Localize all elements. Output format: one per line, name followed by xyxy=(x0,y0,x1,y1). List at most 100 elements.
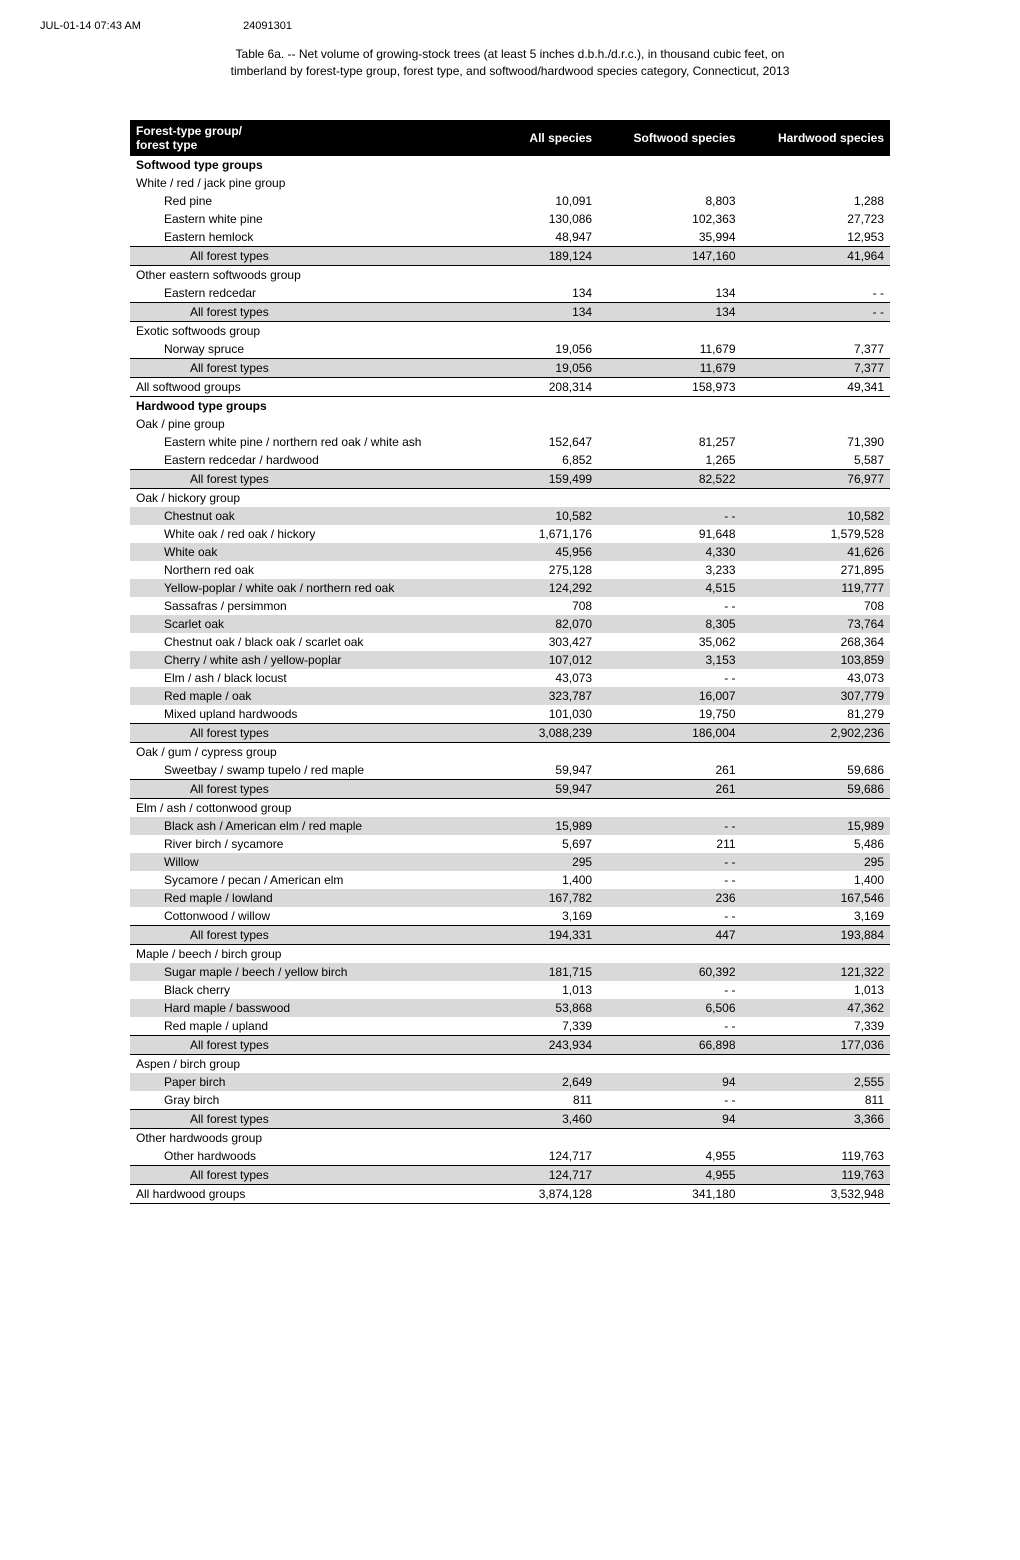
cell-value: - - xyxy=(598,871,741,889)
cell-value: 27,723 xyxy=(742,210,890,228)
table-row: Eastern white pine / northern red oak / … xyxy=(130,433,890,451)
cell-value: 15,989 xyxy=(504,817,598,835)
cell-value: 811 xyxy=(742,1091,890,1110)
table-row: Chestnut oak / black oak / scarlet oak30… xyxy=(130,633,890,651)
cell-value: 49,341 xyxy=(742,377,890,396)
cell-value: 1,400 xyxy=(742,871,890,889)
table-row: Eastern white pine130,086102,36327,723 xyxy=(130,210,890,228)
table-row: Black cherry1,013- -1,013 xyxy=(130,981,890,999)
table-row: Oak / gum / cypress group xyxy=(130,742,890,761)
cell-value: 94 xyxy=(598,1109,741,1128)
cell-value: 341,180 xyxy=(598,1184,741,1203)
table-row: Chestnut oak10,582- -10,582 xyxy=(130,507,890,525)
item-label: Willow xyxy=(130,853,504,871)
cell-value: 1,013 xyxy=(504,981,598,999)
item-label: Eastern white pine / northern red oak / … xyxy=(130,433,504,451)
table-row: All hardwood groups3,874,128341,1803,532… xyxy=(130,1184,890,1203)
cell-value: 101,030 xyxy=(504,705,598,724)
cell-value: 159,499 xyxy=(504,469,598,488)
item-label: Black cherry xyxy=(130,981,504,999)
cell-value xyxy=(742,396,890,415)
cell-value: 48,947 xyxy=(504,228,598,247)
table-row: Yellow-poplar / white oak / northern red… xyxy=(130,579,890,597)
total-label: All forest types xyxy=(130,779,504,798)
cell-value xyxy=(598,1128,741,1147)
table-row: Cherry / white ash / yellow-poplar107,01… xyxy=(130,651,890,669)
cell-value: 3,460 xyxy=(504,1109,598,1128)
table-row: Gray birch811- -811 xyxy=(130,1091,890,1110)
col-hardwood: Hardwood species xyxy=(742,120,890,156)
item-label: White oak xyxy=(130,543,504,561)
cell-value xyxy=(504,415,598,433)
table-row: Red maple / oak323,78716,007307,779 xyxy=(130,687,890,705)
cell-value: 12,953 xyxy=(742,228,890,247)
cell-value: - - xyxy=(598,817,741,835)
cell-value xyxy=(742,321,890,340)
cell-value xyxy=(742,265,890,284)
table-row: Mixed upland hardwoods101,03019,75081,27… xyxy=(130,705,890,724)
table-row: Cottonwood / willow3,169- -3,169 xyxy=(130,907,890,926)
cell-value: 194,331 xyxy=(504,925,598,944)
table-row: White oak45,9564,33041,626 xyxy=(130,543,890,561)
cell-value: 41,964 xyxy=(742,246,890,265)
item-label: White oak / red oak / hickory xyxy=(130,525,504,543)
cell-value xyxy=(504,1128,598,1147)
cell-value: 10,091 xyxy=(504,192,598,210)
cell-value: 35,062 xyxy=(598,633,741,651)
item-label: Black ash / American elm / red maple xyxy=(130,817,504,835)
group-label: Other eastern softwoods group xyxy=(130,265,504,284)
cell-value xyxy=(742,798,890,817)
cell-value: 119,777 xyxy=(742,579,890,597)
item-label: Red maple / upland xyxy=(130,1017,504,1036)
cell-value: 43,073 xyxy=(504,669,598,687)
cell-value: 1,671,176 xyxy=(504,525,598,543)
cell-value xyxy=(742,488,890,507)
table-row: Elm / ash / black locust43,073- -43,073 xyxy=(130,669,890,687)
cell-value: 59,686 xyxy=(742,779,890,798)
cell-value: 261 xyxy=(598,779,741,798)
total-label: All forest types xyxy=(130,925,504,944)
table-row: All forest types124,7174,955119,763 xyxy=(130,1165,890,1184)
group-label: Oak / pine group xyxy=(130,415,504,433)
item-label: Red pine xyxy=(130,192,504,210)
col-forest-type: Forest-type group/ forest type xyxy=(130,120,504,156)
item-label: Hard maple / basswood xyxy=(130,999,504,1017)
cell-value xyxy=(504,174,598,192)
total-label: All forest types xyxy=(130,358,504,377)
cell-value: 94 xyxy=(598,1073,741,1091)
cell-value: 103,859 xyxy=(742,651,890,669)
cell-value: 121,322 xyxy=(742,963,890,981)
cell-value: 134 xyxy=(504,284,598,303)
cell-value: 102,363 xyxy=(598,210,741,228)
cell-value xyxy=(504,1054,598,1073)
cell-value: 3,153 xyxy=(598,651,741,669)
total-label: All forest types xyxy=(130,469,504,488)
cell-value: 208,314 xyxy=(504,377,598,396)
group-label: Elm / ash / cottonwood group xyxy=(130,798,504,817)
cell-value: 1,400 xyxy=(504,871,598,889)
table-row: Eastern redcedar134134- - xyxy=(130,284,890,303)
cell-value: 189,124 xyxy=(504,246,598,265)
cell-value: 211 xyxy=(598,835,741,853)
page-header: JUL-01-14 07:43 AM 24091301 xyxy=(40,20,980,32)
total-label: All forest types xyxy=(130,1165,504,1184)
item-label: Other hardwoods xyxy=(130,1147,504,1166)
cell-value: 811 xyxy=(504,1091,598,1110)
cell-value: 3,366 xyxy=(742,1109,890,1128)
cell-value: 261 xyxy=(598,761,741,780)
item-label: Red maple / oak xyxy=(130,687,504,705)
group-label: Oak / hickory group xyxy=(130,488,504,507)
cell-value: 19,056 xyxy=(504,340,598,359)
table-row: Exotic softwoods group xyxy=(130,321,890,340)
cell-value: - - xyxy=(598,1091,741,1110)
cell-value xyxy=(504,944,598,963)
cell-value: 3,532,948 xyxy=(742,1184,890,1203)
cell-value: 7,339 xyxy=(742,1017,890,1036)
table-row: Oak / pine group xyxy=(130,415,890,433)
table-caption: Table 6a. -- Net volume of growing-stock… xyxy=(230,46,790,80)
table-row: Sugar maple / beech / yellow birch181,71… xyxy=(130,963,890,981)
cell-value: 119,763 xyxy=(742,1165,890,1184)
cell-value: 307,779 xyxy=(742,687,890,705)
item-label: Northern red oak xyxy=(130,561,504,579)
cell-value: 35,994 xyxy=(598,228,741,247)
